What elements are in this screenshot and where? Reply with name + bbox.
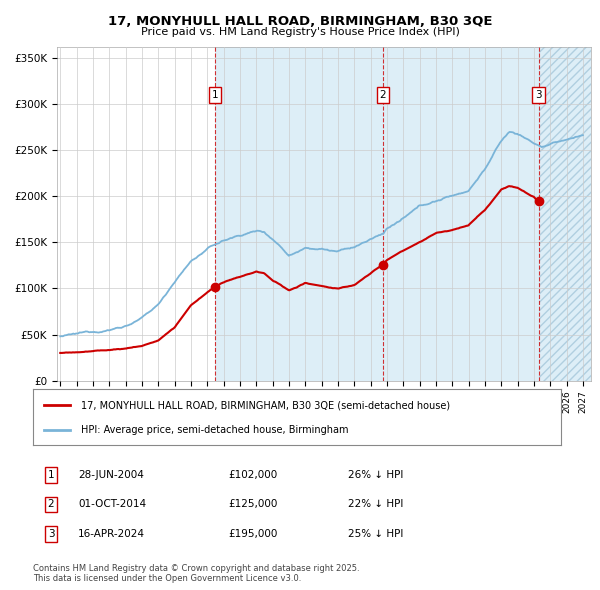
Text: Contains HM Land Registry data © Crown copyright and database right 2025.
This d: Contains HM Land Registry data © Crown c… [33,563,359,583]
Text: HPI: Average price, semi-detached house, Birmingham: HPI: Average price, semi-detached house,… [80,425,348,435]
Text: 25% ↓ HPI: 25% ↓ HPI [348,529,403,539]
Text: 28-JUN-2004: 28-JUN-2004 [78,470,144,480]
Text: 26% ↓ HPI: 26% ↓ HPI [348,470,403,480]
Text: 2: 2 [47,500,55,509]
Text: £195,000: £195,000 [228,529,277,539]
Text: 3: 3 [535,90,542,100]
Text: 1: 1 [47,470,55,480]
Text: 3: 3 [47,529,55,539]
Text: £102,000: £102,000 [228,470,277,480]
Text: 1: 1 [212,90,218,100]
Text: 01-OCT-2014: 01-OCT-2014 [78,500,146,509]
Text: 17, MONYHULL HALL ROAD, BIRMINGHAM, B30 3QE: 17, MONYHULL HALL ROAD, BIRMINGHAM, B30 … [108,15,492,28]
Text: £125,000: £125,000 [228,500,277,509]
Text: 17, MONYHULL HALL ROAD, BIRMINGHAM, B30 3QE (semi-detached house): 17, MONYHULL HALL ROAD, BIRMINGHAM, B30 … [80,400,449,410]
Bar [215,47,591,381]
Text: Price paid vs. HM Land Registry's House Price Index (HPI): Price paid vs. HM Land Registry's House … [140,27,460,37]
Text: 16-APR-2024: 16-APR-2024 [78,529,145,539]
Text: 22% ↓ HPI: 22% ↓ HPI [348,500,403,509]
Text: 2: 2 [379,90,386,100]
